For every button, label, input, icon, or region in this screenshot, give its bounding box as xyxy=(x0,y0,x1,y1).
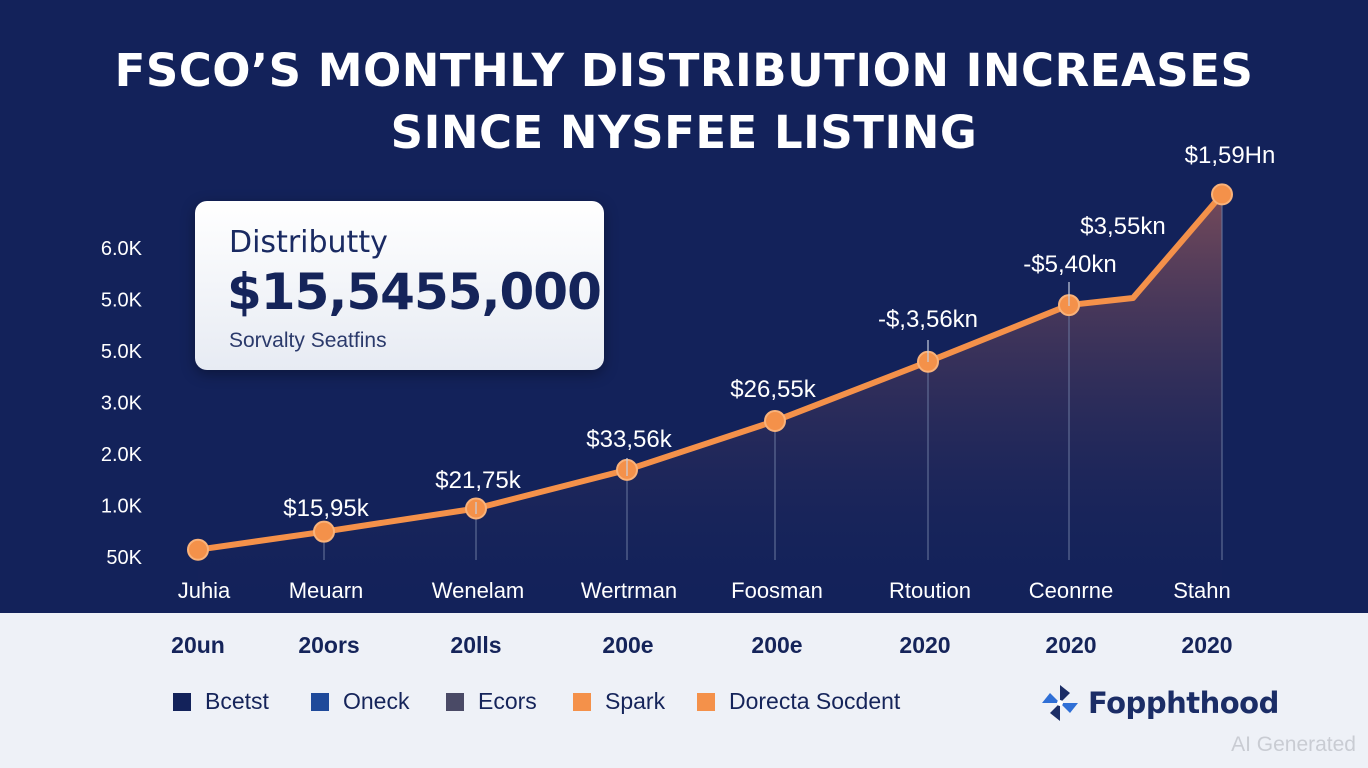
legend-label: Bcetst xyxy=(205,688,269,714)
y-tick-label: 6.0K xyxy=(101,238,143,260)
legend-swatch xyxy=(311,692,329,711)
legend-swatch xyxy=(446,692,464,711)
x-category-label: Juhia xyxy=(178,578,231,603)
area-fill xyxy=(198,194,1222,612)
data-label: $1,59Hn xyxy=(1185,142,1276,169)
year-label: 20un xyxy=(171,632,225,658)
title-line-1: FSCO’S MONTHLY DISTRIBUTION INCREASES xyxy=(114,44,1254,97)
x-category-label: Stahn xyxy=(1173,578,1231,603)
x-category-label: Ceonrne xyxy=(1029,578,1113,603)
title-line-2: SINCE NYSFEE LISTING xyxy=(390,106,978,159)
chart-title: FSCO’S MONTHLY DISTRIBUTION INCREASES SI… xyxy=(0,40,1368,164)
distribution-card: Distributty $15,5455,000 Sorvalty Seatfi… xyxy=(195,201,604,370)
y-tick-label: 50K xyxy=(106,547,142,569)
watermark: AI Generated xyxy=(1231,733,1356,756)
data-label: $15,95k xyxy=(283,495,369,522)
data-label: $26,55k xyxy=(730,376,816,403)
data-label: -$,3,56kn xyxy=(878,306,978,333)
legend-label: Spark xyxy=(605,688,666,714)
legend-label: Dorecta Socdent xyxy=(729,688,901,714)
year-label: 20ors xyxy=(298,632,360,658)
brand-name: Fopphthood xyxy=(1088,686,1279,720)
legend-label: Ecors xyxy=(478,688,537,714)
data-label: $21,75k xyxy=(435,467,521,494)
legend-item: Spark xyxy=(573,688,665,715)
legend-label: Oneck xyxy=(343,688,410,714)
year-label: 200e xyxy=(751,632,803,658)
y-tick-label: 3.0K xyxy=(101,393,143,415)
year-label: 2020 xyxy=(1045,632,1097,658)
legend-swatch xyxy=(573,692,591,711)
y-tick-label: 5.0K xyxy=(101,290,143,312)
x-category-label: Rtoution xyxy=(889,578,971,603)
year-label: 2020 xyxy=(899,632,951,658)
card-value: $15,5455,000 xyxy=(227,263,602,321)
year-label: 20lls xyxy=(450,632,502,658)
x-category-label: Wertrman xyxy=(581,578,677,603)
y-tick-label: 5.0K xyxy=(101,341,143,363)
year-label: 2020 xyxy=(1181,632,1233,658)
y-tick-label: 1.0K xyxy=(101,496,143,518)
data-label: $3,55kn xyxy=(1080,213,1165,240)
x-category-label: Meuarn xyxy=(289,578,364,603)
pinwheel-logo-icon xyxy=(1042,685,1078,721)
data-label: -$5,40kn xyxy=(1023,251,1116,278)
legend-swatch xyxy=(697,692,715,711)
x-category-label: Foosman xyxy=(731,578,823,603)
legend-item: Ecors xyxy=(446,688,537,715)
legend-item: Oneck xyxy=(311,688,409,715)
legend-swatch xyxy=(173,692,191,711)
x-category-label: Wenelam xyxy=(432,578,525,603)
card-label: Distributty xyxy=(229,225,388,260)
year-row: 20un 20ors 20lls 200e 200e 2020 2020 202… xyxy=(0,632,1368,662)
card-subtitle: Sorvalty Seatfins xyxy=(229,329,387,352)
data-point xyxy=(764,409,786,432)
data-point xyxy=(187,538,209,561)
brand: Fopphthood xyxy=(1040,683,1279,723)
data-label: $33,56k xyxy=(586,426,672,453)
line-chart: 6.0K 5.0K 5.0K 3.0K 2.0K 1.0K 50K $15,95k $21,75… xyxy=(101,142,1276,612)
data-point xyxy=(313,520,335,543)
data-point xyxy=(1211,183,1233,206)
year-label: 200e xyxy=(602,632,654,658)
y-tick-label: 2.0K xyxy=(101,444,143,466)
legend-item: Bcetst xyxy=(173,688,269,715)
legend-item: Dorecta Socdent xyxy=(697,688,900,715)
